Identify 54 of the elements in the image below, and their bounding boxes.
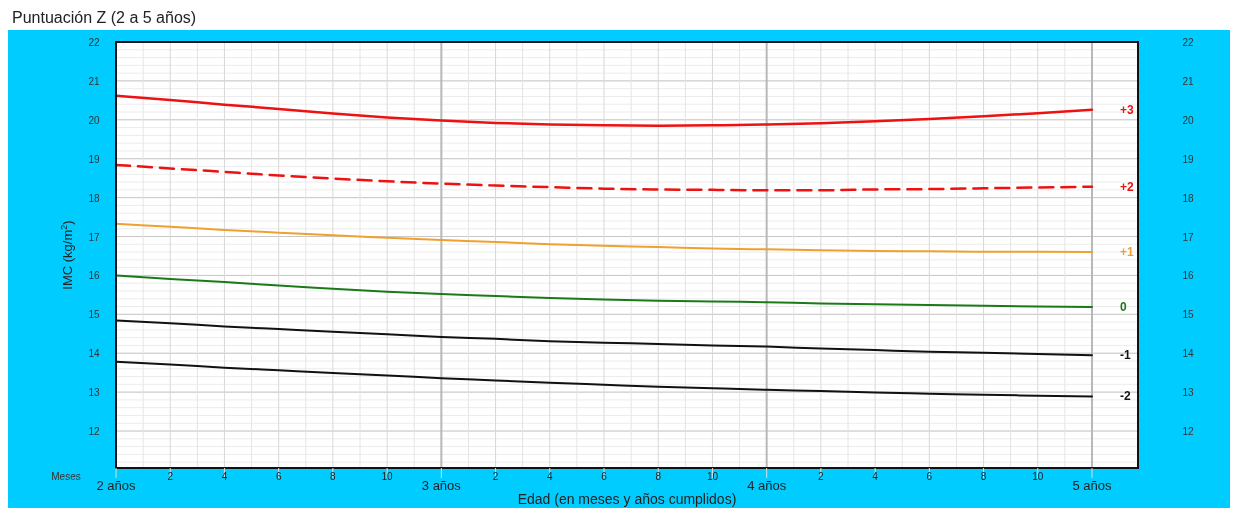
text: -1 [1120, 348, 1131, 363]
x-tick-label: 2 [492, 471, 499, 482]
x-tick-label: 4 [547, 471, 553, 482]
line-series [115, 222, 1093, 254]
y2-tick-label: 21 [1182, 75, 1194, 87]
text: Meses [51, 471, 81, 482]
y2-tick-label: 16 [1182, 270, 1194, 282]
y2-tick-label: 17 [1182, 231, 1194, 243]
text: 0 [1120, 299, 1127, 314]
x-axis-title: Edad (en meses y años cumplidos) [517, 491, 737, 507]
x-tick-label: 2 años [96, 478, 137, 493]
x-tick-label: 10 [381, 471, 394, 482]
text: +2 [1120, 179, 1135, 194]
y2-tick-label: 13 [1182, 387, 1194, 399]
y2-tick-label: 22 [1182, 37, 1194, 48]
y2-tick-label: 18 [1182, 192, 1194, 204]
x-tick-label: 2 [818, 471, 825, 482]
y2-tick-label: 12 [1182, 426, 1194, 438]
x-tick-label: 8 [655, 471, 662, 482]
y-tick-label: 21 [88, 75, 100, 87]
y-tick-label: 18 [88, 192, 100, 204]
x-tick-label: 10 [1032, 471, 1044, 482]
x-tick-label: 6 [601, 471, 608, 482]
line-series [114, 163, 1094, 192]
y-tick-label: 19 [88, 153, 100, 165]
text: +1 [1120, 245, 1135, 260]
x-tick-label: 8 [980, 471, 987, 482]
x-tick-label: 8 [330, 471, 337, 482]
y-tick-label: 13 [88, 387, 100, 399]
x-tick-label: 4 [221, 471, 228, 482]
x-tick-label: 6 [926, 471, 933, 482]
y2-tick-label: 15 [1182, 309, 1194, 321]
x-tick-label: 4 años [747, 478, 787, 493]
y-tick-label: 16 [88, 270, 100, 282]
chart-title: Puntuación Z (2 a 5 años) [12, 9, 197, 26]
y-tick-label: 22 [88, 37, 100, 48]
y2-tick-label: 19 [1182, 153, 1194, 165]
y-tick-label: 17 [88, 231, 100, 243]
y-tick-label: 14 [88, 348, 100, 360]
y-tick-label: 12 [88, 426, 100, 438]
line-series [114, 94, 1094, 127]
line-series [115, 274, 1093, 308]
x-tick-label: 3 años [421, 478, 462, 493]
y2-tick-label: 20 [1182, 114, 1194, 126]
x-tick-label: 6 [275, 471, 282, 482]
x-tick-label: 2 [167, 471, 174, 482]
x-tick-label: 5 años [1072, 478, 1113, 493]
y2-tick-label: 14 [1182, 348, 1194, 360]
x-tick-label: 4 [872, 471, 879, 482]
y-tick-label: 20 [88, 114, 100, 126]
y-tick-label: 15 [88, 309, 100, 321]
text: -2 [1120, 389, 1131, 404]
x-tick-label: 10 [706, 471, 719, 482]
text: +3 [1120, 102, 1135, 117]
